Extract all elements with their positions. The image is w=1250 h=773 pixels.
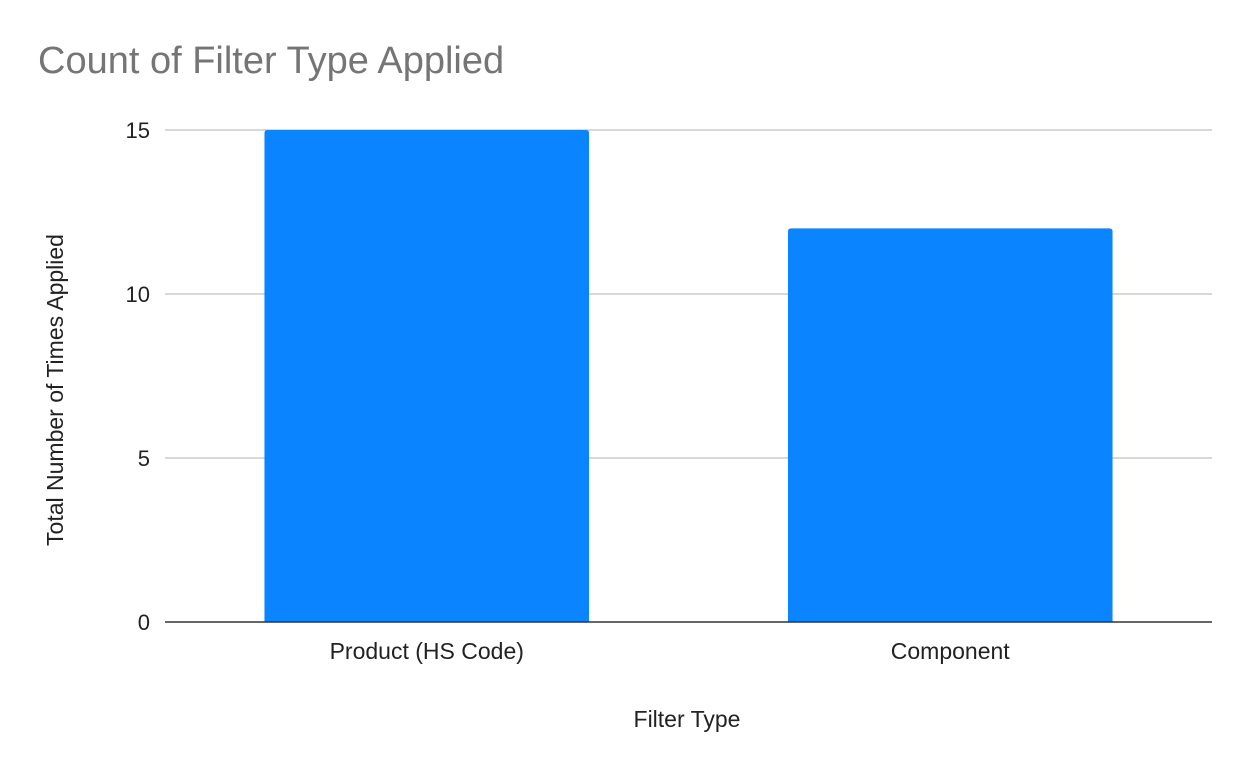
x-tick-label: Product (HS Code) <box>330 638 524 664</box>
bar-component <box>787 228 1113 622</box>
y-tick-label: 10 <box>126 282 150 307</box>
bar-product-hs-code <box>264 130 590 622</box>
tick-labels: 0 5 10 15 Product (HS Code) Component <box>126 118 1011 664</box>
y-axis-title: Total Number of Times Applied <box>42 234 68 546</box>
chart-title: Count of Filter Type Applied <box>38 40 505 82</box>
x-axis-title: Filter Type <box>634 706 741 732</box>
y-tick-label: 15 <box>126 118 150 143</box>
y-tick-label: 0 <box>138 610 150 635</box>
bars <box>264 130 1113 622</box>
x-tick-label: Component <box>891 638 1011 664</box>
y-tick-label: 5 <box>138 446 150 471</box>
